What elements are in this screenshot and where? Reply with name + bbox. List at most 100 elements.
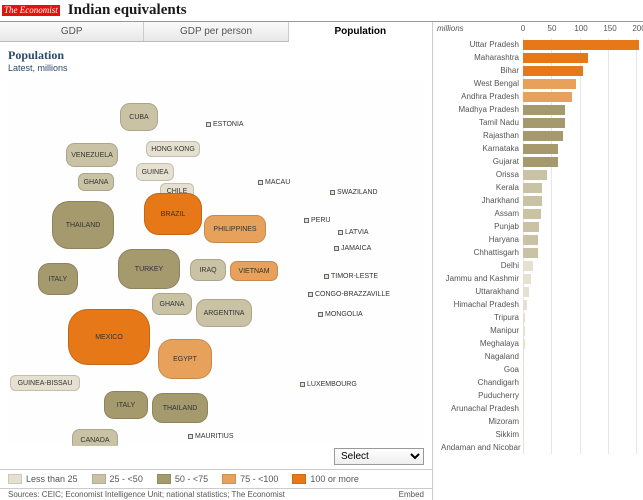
bar[interactable] — [523, 326, 525, 336]
row-label[interactable]: Himachal Pradesh — [441, 300, 523, 309]
bar[interactable] — [523, 170, 547, 180]
bar[interactable] — [523, 261, 533, 271]
chart-row[interactable]: Tamil Nadu — [441, 116, 639, 129]
bar[interactable] — [523, 196, 542, 206]
bar[interactable] — [523, 365, 524, 375]
bar[interactable] — [523, 352, 524, 362]
row-label[interactable]: Tamil Nadu — [441, 118, 523, 127]
chart-row[interactable]: Manipur — [441, 324, 639, 337]
chart-row[interactable]: Haryana — [441, 233, 639, 246]
chart-row[interactable]: Rajasthan — [441, 129, 639, 142]
chart-row[interactable]: Chhattisgarh — [441, 246, 639, 259]
bar[interactable] — [523, 183, 542, 193]
chart-row[interactable]: Orissa — [441, 168, 639, 181]
bar[interactable] — [523, 248, 538, 258]
row-label[interactable]: Uttarakhand — [441, 287, 523, 296]
bar[interactable] — [523, 79, 576, 89]
chart-row[interactable]: West Bengal — [441, 77, 639, 90]
row-label[interactable]: Uttar Pradesh — [441, 40, 523, 49]
bar[interactable] — [523, 378, 524, 388]
map-callout[interactable]: LATVIA — [338, 229, 369, 236]
chart-row[interactable]: Tripura — [441, 311, 639, 324]
map-state[interactable]: GHANA — [152, 293, 192, 315]
map-state[interactable]: GHANA — [78, 173, 114, 191]
bar[interactable] — [523, 274, 531, 284]
map-callout[interactable]: CONGO-BRAZZAVILLE — [308, 291, 390, 298]
chart-row[interactable]: Delhi — [441, 259, 639, 272]
chart-row[interactable]: Chandigarh — [441, 376, 639, 389]
row-label[interactable]: Delhi — [441, 261, 523, 270]
map-state[interactable]: GUINEA-BISSAU — [10, 375, 80, 391]
row-label[interactable]: Karnataka — [441, 144, 523, 153]
bar[interactable] — [523, 287, 529, 297]
row-label[interactable]: Haryana — [441, 235, 523, 244]
bar[interactable] — [523, 118, 565, 128]
chart-row[interactable]: Uttarakhand — [441, 285, 639, 298]
row-label[interactable]: Maharashtra — [441, 53, 523, 62]
chart-row[interactable]: Maharashtra — [441, 51, 639, 64]
bar[interactable] — [523, 92, 572, 102]
tab-gdp[interactable]: GDP — [0, 22, 144, 41]
map-state[interactable]: VIETNAM — [230, 261, 278, 281]
map-callout[interactable]: PERU — [304, 217, 330, 224]
map-state[interactable]: EGYPT — [158, 339, 212, 379]
bar[interactable] — [523, 430, 524, 440]
chart-row[interactable]: Andhra Pradesh — [441, 90, 639, 103]
chart-row[interactable]: Jammu and Kashmir — [441, 272, 639, 285]
chart-row[interactable]: Karnataka — [441, 142, 639, 155]
bar[interactable] — [523, 339, 525, 349]
map-state[interactable]: CUBA — [120, 103, 158, 131]
row-label[interactable]: Tripura — [441, 313, 523, 322]
chart-row[interactable]: Puducherry — [441, 389, 639, 402]
row-label[interactable]: Andaman and Nicobar — [441, 443, 523, 452]
row-label[interactable]: Mizoram — [441, 417, 523, 426]
map-state[interactable]: CANADA — [72, 429, 118, 446]
bar[interactable] — [523, 40, 639, 50]
bar[interactable] — [523, 222, 539, 232]
map-state[interactable]: TURKEY — [118, 249, 180, 289]
map-state[interactable]: THAILAND — [52, 201, 114, 249]
row-label[interactable]: Andhra Pradesh — [441, 92, 523, 101]
bar[interactable] — [523, 209, 541, 219]
map-state[interactable]: IRAQ — [190, 259, 226, 281]
bar[interactable] — [523, 300, 527, 310]
bar[interactable] — [523, 157, 558, 167]
chart-row[interactable]: Punjab — [441, 220, 639, 233]
row-label[interactable]: Madhya Pradesh — [441, 105, 523, 114]
map-callout[interactable]: SWAZILAND — [330, 189, 378, 196]
bar[interactable] — [523, 131, 563, 141]
map-state[interactable]: HONG KONG — [146, 141, 200, 157]
row-label[interactable]: Assam — [441, 209, 523, 218]
row-label[interactable]: Chhattisgarh — [441, 248, 523, 257]
map-state[interactable]: MEXICO — [68, 309, 150, 365]
map-state[interactable]: VENEZUELA — [66, 143, 118, 167]
chart-row[interactable]: Uttar Pradesh — [441, 38, 639, 51]
chart-row[interactable]: Mizoram — [441, 415, 639, 428]
chart-row[interactable]: Kerala — [441, 181, 639, 194]
map-callout[interactable]: ESTONIA — [206, 121, 244, 128]
map-state[interactable]: PHILIPPINES — [204, 215, 266, 243]
bar[interactable] — [523, 66, 583, 76]
map-state[interactable]: THAILAND — [152, 393, 208, 423]
row-label[interactable]: Chandigarh — [441, 378, 523, 387]
chart-row[interactable]: Goa — [441, 363, 639, 376]
bar[interactable] — [523, 313, 525, 323]
tab-population[interactable]: Population — [289, 22, 432, 42]
bar[interactable] — [523, 144, 558, 154]
row-label[interactable]: Gujarat — [441, 157, 523, 166]
embed-link[interactable]: Embed — [399, 490, 424, 499]
row-label[interactable]: Arunachal Pradesh — [441, 404, 523, 413]
bar[interactable] — [523, 53, 588, 63]
tab-gdp-per-person[interactable]: GDP per person — [144, 22, 288, 41]
chart-row[interactable]: Madhya Pradesh — [441, 103, 639, 116]
map-callout[interactable]: MAURITIUS — [188, 433, 234, 440]
bar[interactable] — [523, 391, 524, 401]
row-label[interactable]: Meghalaya — [441, 339, 523, 348]
map-state[interactable]: ITALY — [38, 263, 78, 295]
map-state[interactable]: ARGENTINA — [196, 299, 252, 327]
map-callout[interactable]: LUXEMBOURG — [300, 381, 357, 388]
row-label[interactable]: Manipur — [441, 326, 523, 335]
bar[interactable] — [523, 404, 524, 414]
chart-row[interactable]: Arunachal Pradesh — [441, 402, 639, 415]
row-label[interactable]: Jammu and Kashmir — [441, 274, 523, 283]
